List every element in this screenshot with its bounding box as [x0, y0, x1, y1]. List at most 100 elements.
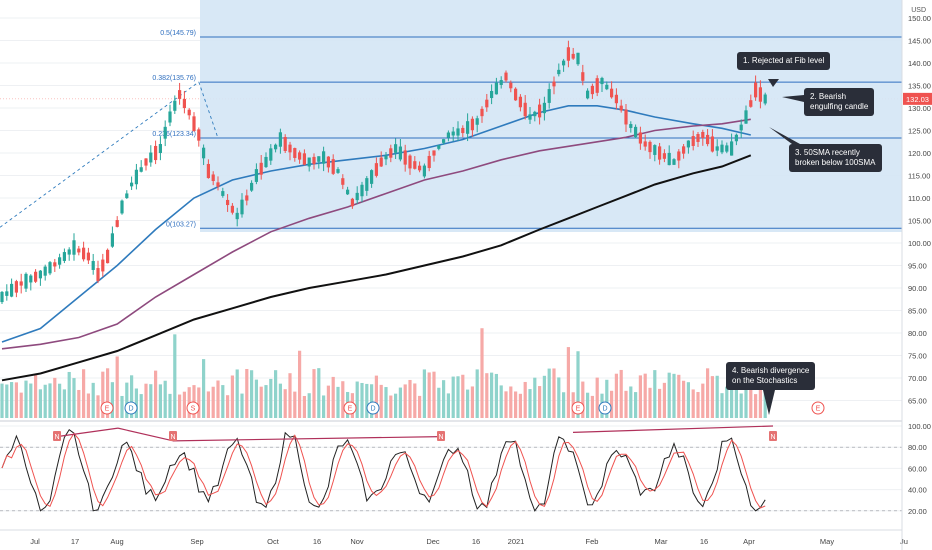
- candle-body: [240, 199, 244, 215]
- price-tick-label: 120.00: [908, 149, 931, 158]
- volume-bar: [5, 384, 9, 418]
- candle-body: [667, 152, 671, 166]
- candle-body: [168, 111, 172, 123]
- price-tick-label: 110.00: [908, 194, 930, 203]
- volume-bar: [29, 383, 33, 418]
- volume-bar: [106, 368, 110, 418]
- signal-marker: [437, 431, 445, 441]
- candle-body: [182, 98, 186, 109]
- signal-marker-label: N: [438, 434, 443, 441]
- volume-bar: [638, 375, 642, 418]
- volume-bar: [437, 387, 441, 418]
- volume-bar: [48, 383, 52, 418]
- ma-line-200sma: [1, 154, 752, 382]
- time-tick-label: Ju: [900, 537, 908, 546]
- volume-bar: [749, 375, 753, 418]
- volume-bar: [187, 387, 191, 418]
- candle-body: [360, 184, 364, 197]
- candle-body: [566, 47, 570, 61]
- candle-body: [499, 80, 503, 85]
- volume-bar: [691, 389, 695, 418]
- volume-bar: [158, 384, 162, 418]
- volume-bar: [115, 356, 119, 418]
- volume-bar: [72, 378, 76, 418]
- volume-bar: [38, 389, 42, 418]
- candle-body: [394, 144, 398, 153]
- candle-body: [610, 88, 614, 98]
- candle-body: [629, 124, 633, 128]
- volume-bar: [0, 383, 4, 418]
- volume-bar: [629, 386, 633, 418]
- volume-bar: [739, 393, 743, 418]
- volume-bar: [494, 373, 498, 418]
- volume-bar: [264, 385, 268, 418]
- candle-body: [696, 134, 700, 142]
- candle-body: [710, 136, 714, 152]
- volume-bar: [216, 380, 220, 418]
- candle-body: [293, 148, 297, 158]
- volume-bar: [595, 377, 599, 418]
- candle-body: [235, 212, 239, 220]
- event-marker-label: E: [816, 406, 821, 413]
- price-tick-label: 85.00: [908, 307, 927, 316]
- volume-bar: [442, 380, 446, 418]
- candle-body: [326, 156, 330, 168]
- candle-body: [581, 72, 585, 81]
- candle-body: [307, 157, 311, 167]
- event-marker-label: S: [191, 406, 196, 413]
- price-tick-label: 115.00: [908, 172, 930, 181]
- time-tick-label: Nov: [350, 537, 364, 546]
- fib-trend-line: [0, 79, 804, 415]
- volume-bar: [744, 378, 748, 418]
- annotation-line: 1. Rejected at Fib level: [743, 56, 825, 65]
- candle-body: [82, 247, 86, 260]
- candle-body: [480, 108, 484, 117]
- candle-body: [562, 60, 566, 66]
- candle-body: [370, 170, 374, 184]
- candle-body: [749, 100, 753, 107]
- volume-bar: [53, 377, 57, 418]
- candle-body: [269, 148, 273, 161]
- candle-body: [96, 268, 100, 281]
- event-marker-label: E: [348, 406, 353, 413]
- volume-bar: [648, 387, 652, 418]
- volume-bar: [403, 384, 407, 418]
- volume-bar: [341, 381, 345, 418]
- signal-marker: [53, 431, 61, 441]
- volume-bar: [552, 368, 556, 418]
- time-tick-label: 2021: [508, 537, 525, 546]
- price-tick-label: 75.00: [908, 352, 927, 361]
- candle-body: [230, 205, 234, 213]
- volume-bar: [278, 383, 282, 418]
- volume-bar: [168, 393, 172, 418]
- volume-bar: [19, 392, 23, 418]
- candle-body: [144, 158, 148, 166]
- time-tick-label: Mar: [655, 537, 668, 546]
- volume-bar: [34, 374, 38, 418]
- candle-body: [485, 99, 489, 108]
- candle-body: [264, 156, 268, 168]
- candle-body: [653, 145, 657, 155]
- candle-body: [744, 110, 748, 124]
- candle-body: [38, 270, 42, 279]
- volume-bar: [677, 374, 681, 418]
- candle-body: [715, 146, 719, 151]
- candle-body: [346, 189, 350, 195]
- candle-body: [470, 118, 474, 131]
- candle-body: [518, 96, 522, 108]
- volume-bar: [197, 387, 201, 418]
- price-axis: 150.00 145.00 140.00 135.00 130.00 125.00 120.…: [903, 14, 932, 516]
- candle-body: [427, 155, 431, 169]
- volume-bar: [139, 394, 143, 418]
- price-tick-label: 95.00: [908, 262, 927, 271]
- candle-body: [86, 252, 90, 261]
- candlesticks: [0, 40, 767, 305]
- volume-bar: [518, 393, 522, 418]
- volume-bar: [62, 389, 66, 418]
- event-marker-e: [343, 401, 357, 415]
- candle-body: [418, 165, 422, 171]
- annotation-line: broken below 100SMA: [795, 158, 876, 167]
- annotation-4-pointer: [763, 390, 775, 415]
- candle-body: [139, 167, 143, 172]
